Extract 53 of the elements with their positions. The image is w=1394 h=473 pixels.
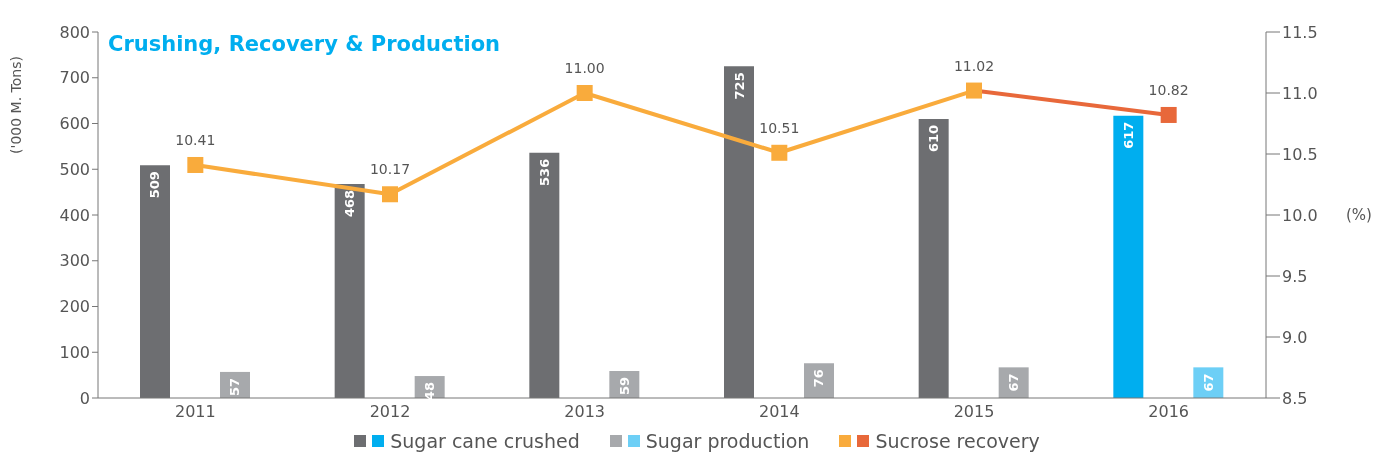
y-tick-label: 0: [79, 388, 90, 408]
data-label: 48: [422, 382, 438, 401]
y-tick-label: 800: [59, 22, 90, 42]
point: [1160, 106, 1177, 123]
y2-tick-label: 10.0: [1282, 205, 1318, 225]
point: [576, 85, 593, 101]
data-label: 10.41: [175, 131, 216, 148]
legend-label: Sugar production: [645, 430, 810, 452]
y-tick-label: 200: [59, 297, 90, 317]
data-label: 10.82: [1148, 81, 1189, 98]
data-label: 10.17: [369, 161, 411, 178]
x-tick-label: 2012: [369, 402, 411, 422]
data-label: 76: [811, 369, 827, 388]
data-label: 59: [616, 377, 632, 396]
y-tick-label: 300: [59, 251, 90, 271]
y-tick-label: 400: [59, 205, 90, 225]
y-tick-label: 600: [59, 114, 90, 134]
y2-tick-label: 8.5: [1282, 388, 1308, 408]
x-tick-label: 2014: [758, 402, 800, 422]
y2-tick-label: 11.0: [1282, 83, 1318, 103]
data-label: 11.00: [564, 60, 605, 76]
data-label: 617: [1120, 121, 1136, 149]
point: [187, 156, 204, 173]
data-label: 57: [227, 377, 243, 397]
data-label: 725: [731, 72, 747, 100]
point: [382, 186, 398, 203]
y2-tick-label: 11.5: [1282, 22, 1318, 42]
data-label: 67: [1006, 373, 1022, 392]
y-tick-label: 100: [59, 342, 90, 362]
y-axis-title: ('000 M. Tons): [7, 56, 24, 154]
data-label: 610: [926, 124, 942, 153]
data-label: 468: [342, 189, 358, 218]
bar: [1113, 115, 1144, 398]
x-tick-label: 2013: [564, 402, 606, 422]
data-label: 536: [536, 158, 552, 186]
y-tick-label: 500: [59, 159, 90, 179]
y2-tick-label: 9.0: [1282, 327, 1308, 347]
legend-label: Sucrose recovery: [875, 430, 1040, 452]
x-tick-label: 2015: [953, 402, 995, 422]
y2-axis-title: (%): [1346, 206, 1372, 225]
data-label: 67: [1200, 373, 1216, 392]
data-label: 10.51: [759, 119, 800, 136]
y-tick-label: 700: [59, 68, 90, 88]
legend-label: Sugar cane crushed: [390, 430, 580, 452]
data-label: 11.02: [953, 57, 995, 74]
point: [771, 144, 788, 161]
point: [966, 82, 982, 99]
x-tick-label: 2011: [174, 402, 216, 422]
chart-title: Crushing, Recovery & Production: [108, 32, 501, 56]
x-tick-label: 2016: [1148, 402, 1190, 422]
data-label: 509: [147, 171, 163, 199]
y2-tick-label: 9.5: [1282, 266, 1308, 286]
y2-tick-label: 10.5: [1282, 144, 1318, 164]
